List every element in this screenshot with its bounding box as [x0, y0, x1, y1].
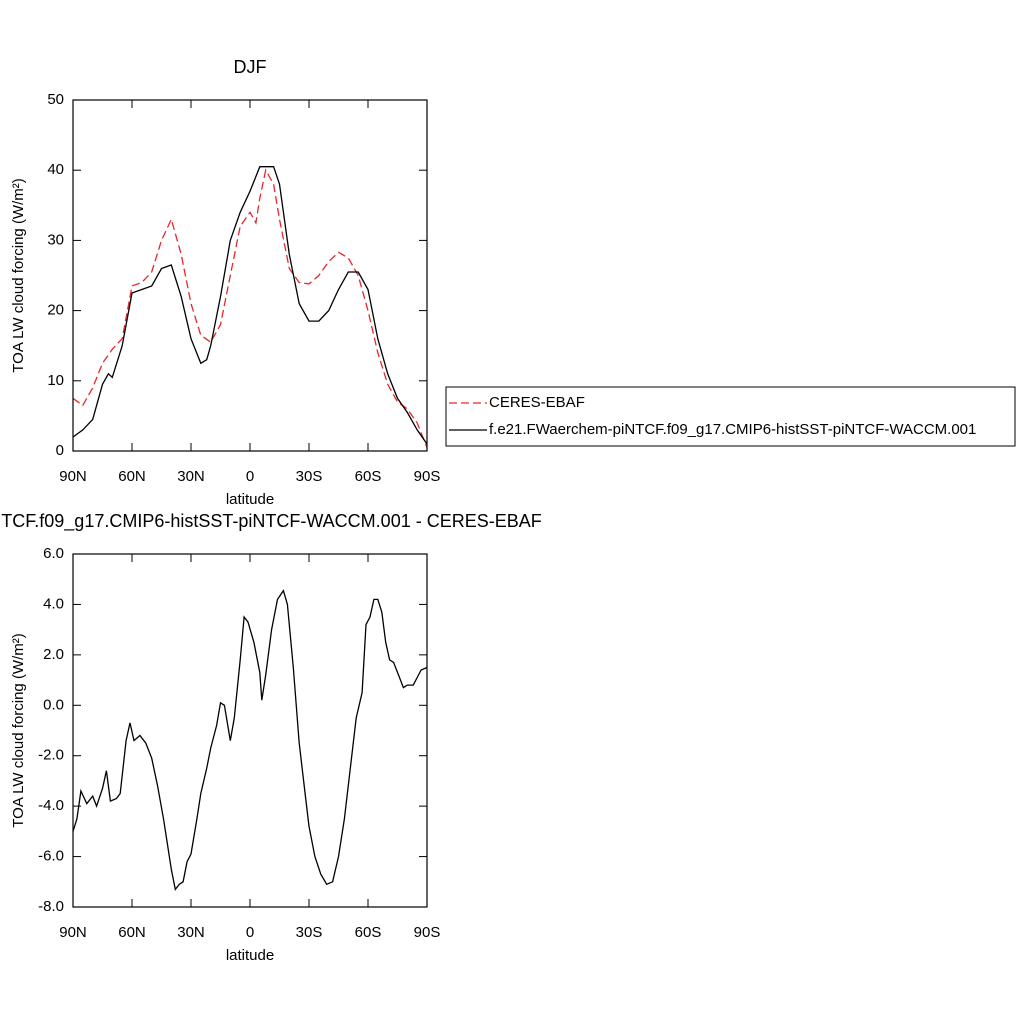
x-tick-label: 0 — [246, 468, 254, 485]
y-axis-label: TOA LW cloud forcing (W/m²) — [10, 633, 27, 827]
x-tick-label: 60N — [118, 468, 146, 485]
y-tick-label: 6.0 — [43, 545, 64, 562]
y-tick-label: 40 — [47, 161, 64, 178]
chart-title: DJF — [234, 57, 267, 77]
x-tick-label: 90N — [59, 468, 87, 485]
data-line — [72, 166, 428, 445]
legend-label: CERES-EBAF — [489, 394, 585, 411]
chart-title: n-piNTCF.f09_g17.CMIP6-histSST-piNTCF-WA… — [0, 511, 542, 532]
y-tick-label: 20 — [47, 302, 64, 319]
x-axis-label: latitude — [226, 947, 274, 964]
x-tick-label: 30N — [177, 468, 205, 485]
y-tick-label: 50 — [47, 91, 64, 108]
y-tick-label: 4.0 — [43, 595, 64, 612]
legend-box — [445, 386, 1016, 447]
x-tick-label: 30S — [296, 924, 323, 941]
x-tick-label: 90N — [59, 924, 87, 941]
legend-label: f.e21.FWaerchem-piNTCF.f09_g17.CMIP6-his… — [489, 421, 976, 438]
x-tick-label: 60S — [355, 924, 382, 941]
data-line — [72, 168, 428, 448]
y-tick-label: 30 — [47, 231, 64, 248]
plot-frame — [72, 99, 428, 452]
x-tick-label: 60S — [355, 468, 382, 485]
y-tick-label: 10 — [47, 372, 64, 389]
x-tick-label: 0 — [246, 924, 254, 941]
y-tick-label: -4.0 — [38, 797, 64, 814]
x-tick-label: 60N — [118, 924, 146, 941]
y-tick-label: 2.0 — [43, 646, 64, 663]
y-tick-label: 0 — [56, 442, 64, 459]
x-axis-label: latitude — [226, 491, 274, 508]
y-tick-label: -8.0 — [38, 898, 64, 915]
x-tick-label: 90S — [414, 924, 441, 941]
x-tick-label: 30S — [296, 468, 323, 485]
plot-frame — [72, 553, 428, 908]
x-tick-label: 30N — [177, 924, 205, 941]
y-tick-label: 0.0 — [43, 696, 64, 713]
y-tick-label: -2.0 — [38, 747, 64, 764]
x-tick-label: 90S — [414, 468, 441, 485]
data-line — [72, 589, 428, 891]
y-tick-label: -6.0 — [38, 848, 64, 865]
y-axis-label: TOA LW cloud forcing (W/m²) — [10, 178, 27, 372]
